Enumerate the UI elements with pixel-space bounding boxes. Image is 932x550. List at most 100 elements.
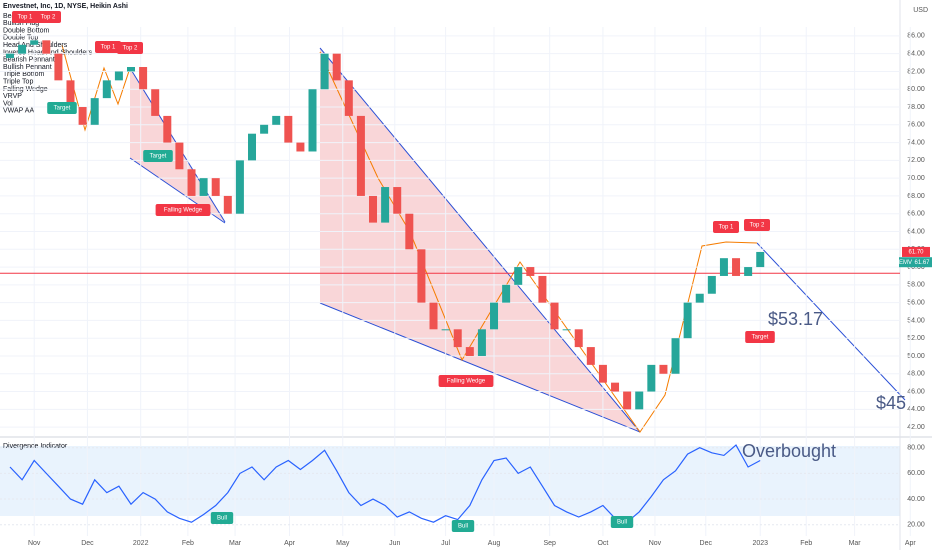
y-tick-label: 54.00 [907, 317, 925, 324]
annotation-badge [210, 512, 234, 524]
annotation: Top 2 [41, 15, 56, 21]
annotation: Top 2 [123, 46, 138, 52]
candle [598, 364, 607, 383]
x-tick-label: Sep [543, 540, 556, 547]
annotation: Top 1 [18, 15, 33, 21]
y-tick-label: 50.00 [907, 353, 925, 360]
ema-name-tag [899, 257, 912, 268]
candle [30, 40, 39, 45]
candle [344, 80, 353, 116]
candle [272, 115, 281, 125]
candle [5, 53, 14, 59]
y-tick-label: 80.00 [907, 86, 925, 93]
candle [163, 115, 172, 143]
candle [102, 80, 111, 99]
candle [332, 53, 341, 81]
candle [744, 267, 753, 276]
annotation: Top 1 [719, 225, 734, 231]
y-tick-label: 48.00 [907, 371, 925, 378]
candle [308, 89, 317, 152]
candle [405, 213, 414, 250]
candle [514, 267, 523, 285]
candle [356, 115, 365, 196]
x-tick-label: 2022 [133, 540, 149, 547]
oscillator-line [9, 444, 761, 523]
annotation: Target [752, 335, 769, 341]
y-tick-label: 66.00 [907, 211, 925, 218]
candle [175, 142, 184, 170]
candle [114, 71, 123, 81]
candle [477, 329, 486, 356]
annotation: Target [54, 106, 71, 112]
candle [562, 329, 571, 331]
y-tick-label: 86.00 [907, 33, 925, 40]
x-tick-label: Mar [849, 540, 862, 547]
candle [611, 382, 620, 392]
y-tick-label: 74.00 [907, 139, 925, 146]
candle [526, 267, 535, 276]
candle [647, 364, 656, 392]
y-tick-label: 56.00 [907, 299, 925, 306]
ema-name: EMV [899, 260, 912, 266]
annotation-badge [155, 204, 211, 216]
zigzag [61, 44, 131, 132]
y-tick-label: 82.00 [907, 68, 925, 75]
candle [320, 53, 329, 90]
pane-title: Divergence Indicator [3, 443, 68, 450]
candle [502, 284, 511, 303]
candle [199, 178, 208, 196]
candle [707, 275, 716, 294]
indicator-name: Vol [3, 100, 13, 107]
wedge-line [319, 302, 641, 433]
annotation-badge [95, 41, 121, 53]
y-tick-label: 76.00 [907, 122, 925, 129]
candle [248, 133, 257, 161]
annotation-badge [117, 42, 143, 54]
candle [187, 169, 196, 196]
y-tick-label: 80.00 [907, 445, 925, 452]
indicator-name: Triple Bottom [3, 71, 45, 78]
x-tick-label: Jun [389, 540, 400, 547]
ema-tag-label: 61.67 [914, 260, 930, 266]
y-tick-label: 60.00 [907, 264, 925, 271]
candle [139, 67, 148, 90]
x-tick-label: Feb [800, 540, 812, 547]
candle [417, 249, 426, 303]
currency: USD [913, 7, 928, 14]
annotation-badge [451, 520, 475, 532]
x-tick-label: Dec [81, 540, 94, 547]
y-tick-label: 20.00 [907, 522, 925, 529]
annotation: Target [150, 154, 167, 160]
indicator-name: VRVP [3, 93, 22, 100]
candle [732, 258, 741, 276]
indicator-name: Bullish Pennant [3, 64, 52, 71]
candle [42, 40, 51, 54]
candle [719, 258, 728, 276]
y-tick-label: 58.00 [907, 282, 925, 289]
wedge-line [319, 47, 641, 433]
y-tick-label: 40.00 [907, 496, 925, 503]
candle [465, 347, 474, 356]
candle [235, 160, 244, 214]
candle [127, 67, 136, 72]
x-tick-label: Feb [182, 540, 194, 547]
candle [441, 329, 450, 331]
indicator-name: Triple Top [3, 79, 33, 86]
x-tick-label: Mar [229, 540, 242, 547]
annotation-badge [47, 102, 77, 114]
annotation-badge [35, 11, 61, 23]
annotation: Bull [458, 524, 468, 530]
candle [623, 391, 632, 410]
x-tick-label: Dec [700, 540, 713, 547]
y-tick-label: 42.00 [907, 424, 925, 431]
candle [369, 195, 378, 223]
candle [393, 187, 402, 214]
x-tick-label: Jul [441, 540, 450, 547]
candle [211, 178, 220, 196]
y-tick-label: 70.00 [907, 175, 925, 182]
candle [659, 364, 668, 374]
y-tick-label: 44.00 [907, 406, 925, 413]
y-tick-label: 64.00 [907, 228, 925, 235]
x-tick-label: Oct [597, 540, 608, 547]
